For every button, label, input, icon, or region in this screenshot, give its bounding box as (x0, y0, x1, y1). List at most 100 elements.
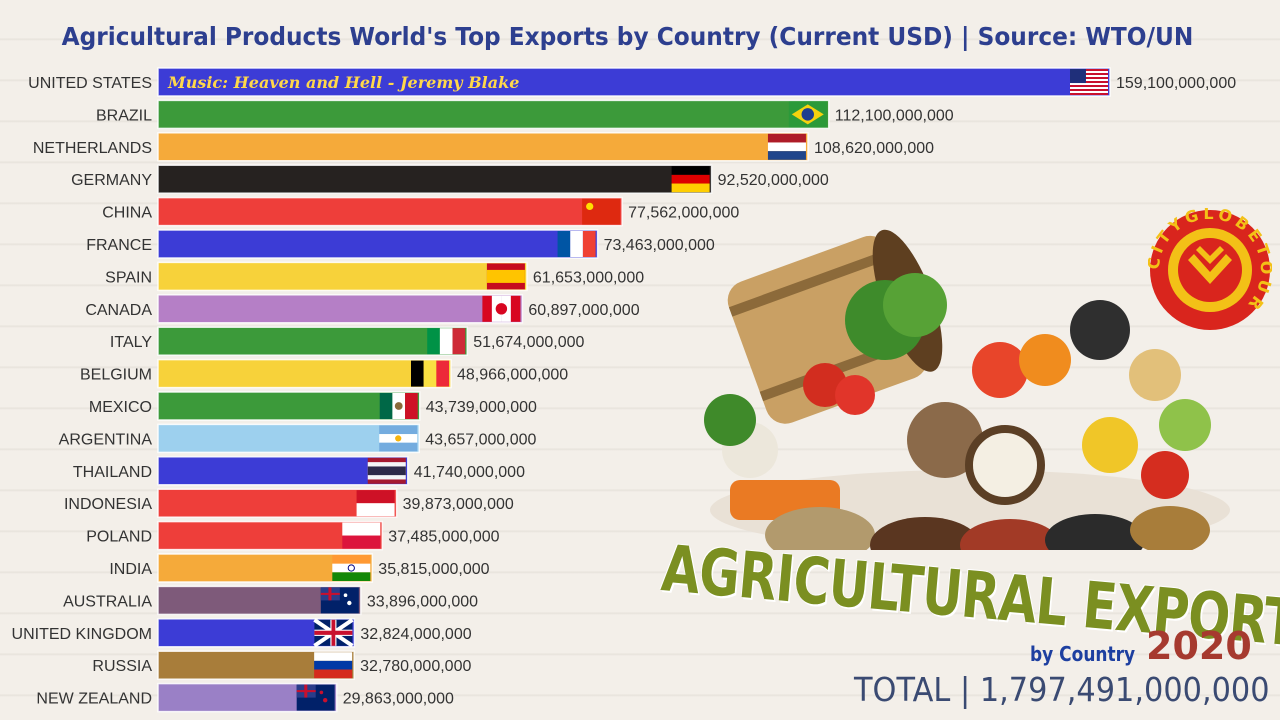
value-label: 159,100,000,000 (1116, 75, 1236, 92)
bar-row: ARGENTINA 43,657,000,000 (59, 423, 537, 454)
category-label: POLAND (86, 529, 152, 546)
category-label: ITALY (110, 334, 152, 351)
bar-row: RUSSIA 32,780,000,000 (92, 650, 471, 680)
category-label: GERMANY (71, 172, 152, 189)
category-label: CHINA (102, 205, 152, 222)
produce-illustration (704, 229, 1230, 550)
category-label: RUSSIA (92, 658, 152, 675)
bar-row: AUSTRALIA 33,896,000,000 (63, 585, 478, 616)
category-label: INDONESIA (64, 496, 152, 513)
bar-ar (157, 423, 420, 454)
value-label: 32,824,000,000 (360, 626, 471, 643)
flag-nz-icon (296, 684, 335, 711)
category-label: SPAIN (105, 269, 152, 286)
value-label: 41,740,000,000 (414, 464, 525, 481)
bar-row: BRAZIL 112,100,000,000 (96, 99, 954, 130)
bar-row: MEXICO 43,739,000,000 (89, 391, 537, 421)
flag-ca-icon (482, 295, 521, 322)
value-label: 92,520,000,000 (718, 172, 829, 189)
chart-title: Agricultural Products World's Top Export… (61, 22, 1194, 51)
year-label: 2020 (1146, 624, 1252, 668)
bar-es (157, 261, 528, 292)
value-label: 29,863,000,000 (343, 691, 454, 708)
category-label: THAILAND (73, 464, 152, 481)
flag-ar-icon (379, 425, 418, 452)
value-label: 39,873,000,000 (403, 496, 514, 513)
bar-th (157, 456, 409, 486)
subline: by Country (1030, 642, 1136, 666)
total-label: TOTAL | 1,797,491,000,000 (854, 670, 1270, 709)
value-label: 32,780,000,000 (360, 658, 471, 675)
bar-row: SPAIN 61,653,000,000 (105, 261, 644, 292)
value-label: 77,562,000,000 (628, 205, 739, 222)
flag-it-icon (427, 328, 466, 355)
flag-br-icon (788, 101, 827, 128)
flag-be-icon (410, 360, 449, 387)
flag-nl-icon (767, 133, 806, 160)
bar-ca (157, 294, 524, 324)
cityglobetour-logo: CITYGLOBETOUR (1148, 208, 1272, 330)
bar-br (157, 99, 830, 130)
value-label: 108,620,000,000 (814, 140, 934, 157)
flag-es-icon (486, 263, 525, 290)
flag-de-icon (671, 166, 710, 193)
category-label: INDIA (109, 561, 152, 578)
bar-row: UNITED STATES 159,100,000,000 (28, 67, 1236, 97)
bar-cn (157, 196, 623, 227)
value-label: 33,896,000,000 (367, 593, 478, 610)
value-label: 112,100,000,000 (835, 107, 954, 124)
bar-row: GERMANY 92,520,000,000 (71, 164, 829, 194)
value-label: 48,966,000,000 (457, 367, 568, 384)
bar-row: FRANCE 73,463,000,000 (86, 229, 715, 259)
bar-it (157, 326, 468, 356)
bar-row: ITALY 51,674,000,000 (110, 326, 585, 356)
category-label: ARGENTINA (59, 431, 153, 448)
flag-id-icon (356, 490, 395, 517)
bar-row: INDONESIA 39,873,000,000 (64, 488, 514, 518)
bar-row: CANADA 60,897,000,000 (85, 294, 640, 324)
bar-row: NEW ZEALAND 29,863,000,000 (36, 682, 454, 713)
flag-th-icon (367, 457, 406, 484)
bar-be (157, 358, 452, 389)
bar-us (157, 67, 1111, 97)
category-label: MEXICO (89, 399, 152, 416)
flag-au-icon (320, 587, 359, 614)
category-label: BELGIUM (80, 367, 152, 384)
bar-row: BELGIUM 48,966,000,000 (80, 358, 568, 389)
flag-cn-icon (582, 198, 621, 225)
value-label: 51,674,000,000 (473, 334, 584, 351)
category-label: UNITED KINGDOM (12, 626, 152, 643)
value-label: 37,485,000,000 (388, 529, 499, 546)
flag-ru-icon (314, 652, 353, 679)
category-label: CANADA (85, 302, 152, 319)
value-label: 73,463,000,000 (604, 237, 715, 254)
category-label: NETHERLANDS (33, 140, 152, 157)
bar-de (157, 164, 713, 194)
value-label: 60,897,000,000 (528, 302, 639, 319)
flag-pl-icon (342, 522, 381, 549)
bar-mx (157, 391, 421, 421)
category-label: BRAZIL (96, 107, 152, 124)
value-label: 35,815,000,000 (378, 561, 489, 578)
value-label: 43,739,000,000 (426, 399, 537, 416)
flag-in-icon (332, 555, 371, 581)
flag-mx-icon (379, 393, 418, 419)
bar-row: NETHERLANDS 108,620,000,000 (33, 132, 934, 162)
bar-row: POLAND 37,485,000,000 (86, 520, 500, 551)
flag-fr-icon (557, 231, 596, 257)
flag-gb-icon (313, 618, 354, 648)
bar-row: CHINA 77,562,000,000 (102, 196, 739, 227)
category-label: AUSTRALIA (63, 593, 152, 610)
music-credit: Music: Heaven and Hell - Jeremy Blake (167, 73, 519, 92)
bar-row: INDIA 35,815,000,000 (109, 553, 490, 583)
category-label: UNITED STATES (28, 75, 152, 92)
flag-us-icon (1070, 69, 1108, 95)
category-label: FRANCE (86, 237, 152, 254)
bar-row: THAILAND 41,740,000,000 (73, 456, 525, 486)
value-label: 43,657,000,000 (425, 431, 536, 448)
bar-nl (157, 132, 809, 162)
value-label: 61,653,000,000 (533, 269, 644, 286)
bar-fr (157, 229, 599, 259)
bar-row: UNITED KINGDOM 32,824,000,000 (12, 618, 472, 648)
